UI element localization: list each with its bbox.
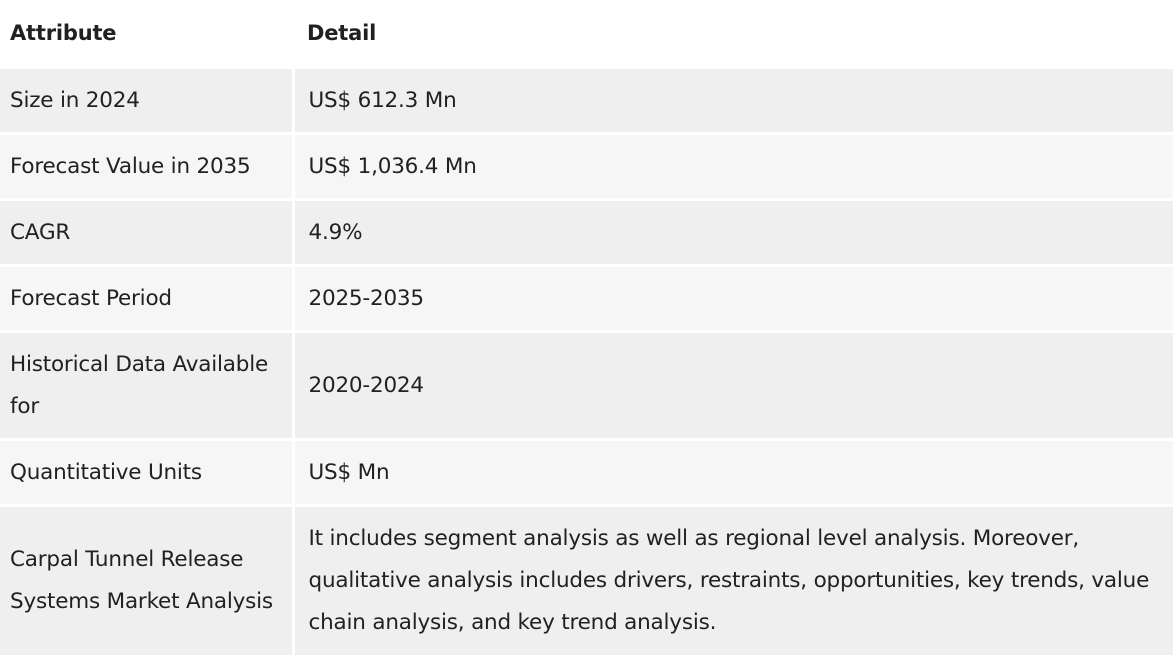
detail-cell: 2020-2024 [293,330,1173,440]
detail-cell: US$ Mn [293,438,1173,506]
attribute-cell: Forecast Value in 2035 [0,132,295,200]
attribute-cell: Quantitative Units [0,438,295,506]
attribute-cell: Carpal Tunnel Release Systems Market Ana… [0,504,295,655]
detail-cell: 4.9% [293,198,1173,266]
detail-cell: It includes segment analysis as well as … [293,504,1173,655]
table-row: CAGR 4.9% [0,198,1173,266]
detail-cell: US$ 612.3 Mn [293,66,1173,134]
attribute-cell: Size in 2024 [0,66,295,134]
attribute-cell: Historical Data Available for [0,330,295,440]
table-row: Quantitative Units US$ Mn [0,438,1173,506]
detail-column-header: Detail [293,0,1173,68]
attribute-cell: CAGR [0,198,295,266]
attribute-column-header: Attribute [0,0,293,68]
detail-cell: 2025-2035 [293,264,1173,332]
attribute-detail-table: Attribute Detail Size in 2024 US$ 612.3 … [0,0,1173,655]
table-header-row: Attribute Detail [0,0,1173,68]
table-row: Size in 2024 US$ 612.3 Mn [0,66,1173,134]
table-header: Attribute Detail [0,0,1173,68]
table-row: Historical Data Available for 2020-2024 [0,330,1173,440]
attribute-cell: Forecast Period [0,264,295,332]
table-row: Forecast Value in 2035 US$ 1,036.4 Mn [0,132,1173,200]
table-row: Carpal Tunnel Release Systems Market Ana… [0,504,1173,655]
table-row: Forecast Period 2025-2035 [0,264,1173,332]
table-body: Size in 2024 US$ 612.3 Mn Forecast Value… [0,66,1173,655]
detail-cell: US$ 1,036.4 Mn [293,132,1173,200]
